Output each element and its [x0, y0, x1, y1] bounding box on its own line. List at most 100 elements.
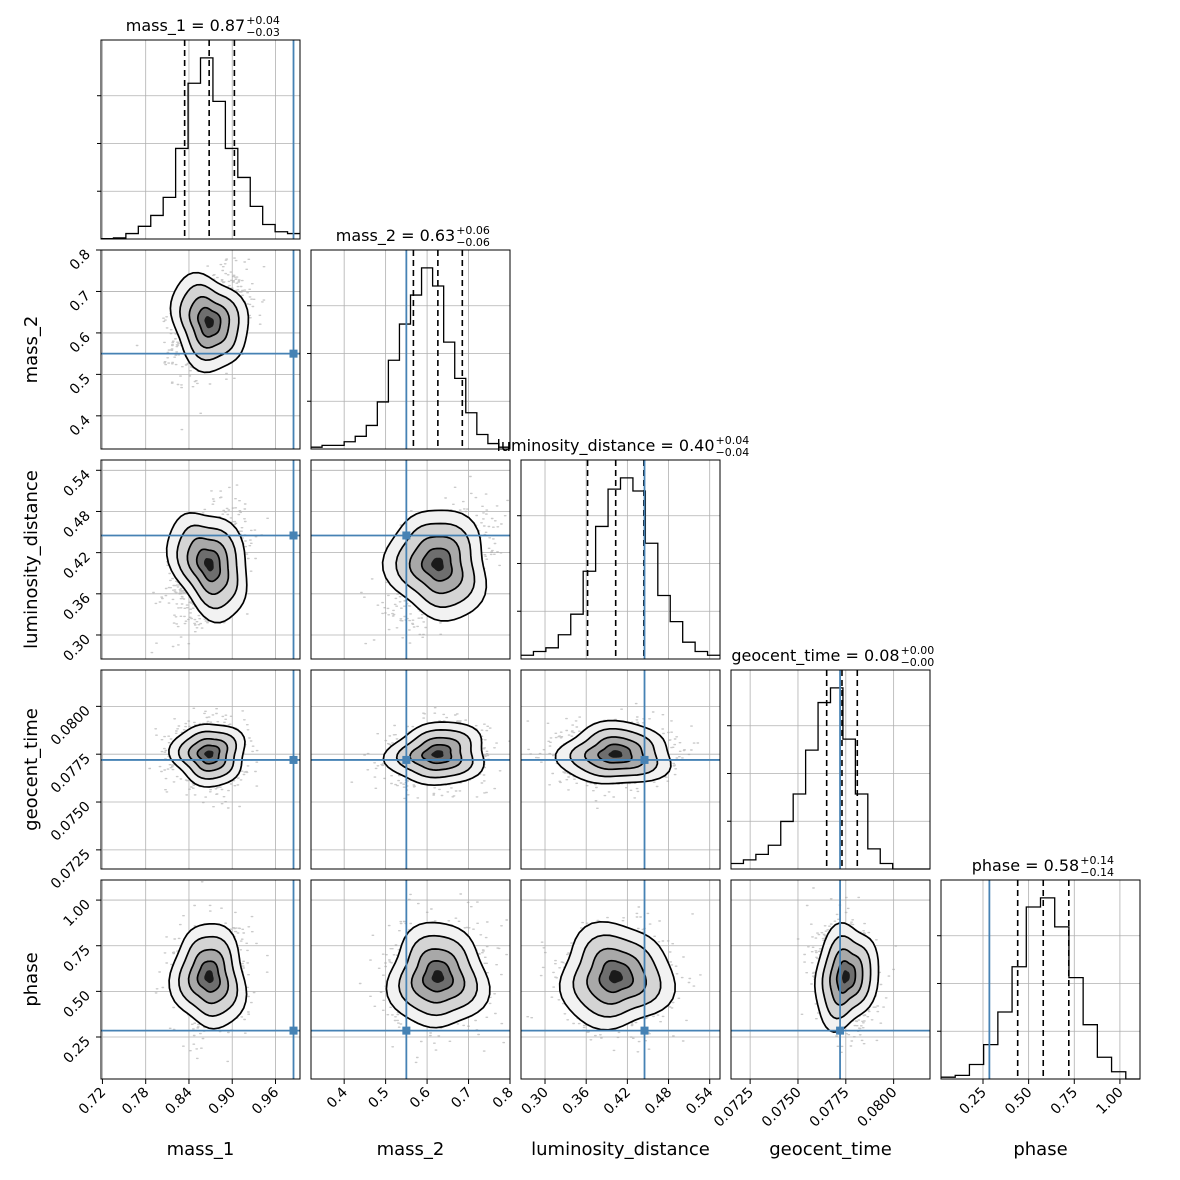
y-tick-label: 0.5	[67, 371, 94, 398]
density-fill	[842, 970, 850, 984]
density-fill	[431, 750, 444, 758]
contour-line	[395, 729, 474, 779]
density	[311, 670, 510, 869]
contour-line	[187, 737, 229, 772]
y-tick-label: 0.8	[67, 247, 94, 274]
truth-marker	[402, 531, 411, 540]
contour-line	[168, 922, 248, 1030]
title-minus: −0.03	[246, 26, 280, 39]
x-tick-label: 0.36	[560, 1084, 593, 1117]
title-minus: −0.04	[716, 446, 750, 459]
truth-marker	[289, 531, 298, 540]
x-tick-label: 0.0775	[807, 1085, 853, 1131]
title-minus: −0.00	[901, 656, 935, 669]
title-phase: phase = 0.58	[972, 856, 1079, 875]
x-tick-label: 0.72	[76, 1085, 109, 1118]
contour-line	[558, 920, 676, 1031]
density-fill	[204, 316, 214, 329]
contour-line	[176, 524, 239, 610]
x-tick-label: 1.00	[1093, 1085, 1126, 1118]
y-tick-label: 0.50	[60, 988, 93, 1021]
y-tick-label: 0.7	[67, 288, 94, 315]
panel-frame	[100, 459, 301, 660]
x-tick-label: 0.54	[683, 1084, 716, 1117]
contour-line	[187, 948, 230, 1005]
contour-line	[196, 960, 221, 993]
density-fill	[431, 970, 445, 983]
histogram-phase	[941, 897, 1140, 1080]
contour-line	[584, 736, 645, 771]
y-tick-label: 0.42	[60, 549, 93, 582]
x-axis-phase: 0.25 0.50 0.75 1.00 phase	[956, 1079, 1127, 1160]
truth-marker	[402, 1026, 411, 1035]
contour-line	[835, 960, 857, 994]
panel-frame	[520, 879, 721, 1080]
density	[311, 460, 510, 659]
title-plus: +0.04	[246, 14, 280, 27]
density-fill	[608, 970, 623, 984]
x-axis-mass_1: 0.72 0.78 0.84 0.90 0.96 mass_1	[76, 1079, 282, 1160]
panel-frame	[100, 879, 301, 1080]
contour-line	[598, 959, 634, 994]
contour-line	[813, 921, 880, 1033]
x-tick-label: 0.5	[365, 1085, 392, 1112]
density-fill	[204, 558, 214, 572]
x-tick-label: 0.90	[206, 1085, 239, 1118]
contour-line	[165, 512, 248, 624]
panel-frame	[100, 669, 301, 870]
contour-line	[395, 522, 476, 608]
panel-mass_2-phase	[310, 879, 511, 1080]
truth-marker	[289, 755, 298, 764]
density-fill	[204, 750, 214, 759]
contour-line	[420, 547, 453, 582]
diag-panel-mass_2: mass_2 = 0.63 +0.06−0.06	[307, 224, 511, 450]
x-tick-label: 0.96	[249, 1084, 282, 1117]
panel-frame	[520, 459, 721, 660]
y-tick-label: 0.0800	[48, 703, 94, 749]
x-axis-luminosity_distance: 0.30 0.36 0.42 0.48 0.54 luminosity_distance	[518, 1079, 717, 1160]
density-fill	[608, 750, 623, 758]
contour-line	[177, 730, 238, 780]
contour-line	[572, 934, 662, 1018]
y-axis-label: luminosity_distance	[21, 470, 42, 649]
x-axis-label: mass_1	[167, 1139, 235, 1160]
contour-line	[168, 723, 246, 788]
truth-marker	[640, 1026, 649, 1035]
y-tick-label: 0.6	[67, 329, 94, 356]
x-tick-label: 0.8	[490, 1085, 517, 1112]
contour-line	[188, 295, 231, 349]
contour-line	[421, 960, 454, 993]
density	[521, 670, 720, 869]
y-axis-phase: 0.25 0.50 0.75 1.00 phase	[21, 897, 101, 1067]
x-tick-label: 0.25	[956, 1085, 989, 1118]
title-luminosity_distance: luminosity_distance = 0.40	[496, 436, 714, 456]
histogram-mass_2	[311, 267, 510, 448]
diag-panel-mass_1: mass_1 = 0.87 +0.04−0.03	[97, 14, 301, 240]
contour-line	[186, 537, 230, 596]
panel-mass_1-geocent_time	[100, 669, 301, 870]
density	[101, 880, 300, 1079]
panel-frame	[100, 39, 301, 240]
y-tick-label: 0.48	[60, 508, 93, 541]
panel-frame	[310, 249, 511, 450]
panel-mass_1-luminosity_distance	[100, 459, 301, 660]
panel-luminosity_distance-geocent_time	[520, 669, 721, 870]
y-tick-label: 0.75	[60, 942, 93, 975]
y-tick-label: 0.30	[60, 631, 93, 664]
contour-line	[821, 935, 872, 1020]
density	[521, 880, 720, 1079]
title-plus: +0.04	[716, 434, 750, 447]
contour-line	[196, 744, 221, 765]
density	[731, 880, 930, 1079]
panel-frame	[730, 879, 931, 1080]
panel-frame	[100, 249, 301, 450]
title-mass_2: mass_2 = 0.63	[336, 226, 455, 246]
contour-line	[179, 283, 240, 362]
panel-frame	[730, 669, 931, 870]
panel-geocent_time-phase	[730, 879, 931, 1080]
x-tick-label: 0.0750	[759, 1085, 805, 1131]
truth-marker	[836, 1026, 845, 1035]
y-tick-label: 0.4	[67, 412, 94, 439]
x-tick-label: 0.4	[324, 1084, 351, 1111]
